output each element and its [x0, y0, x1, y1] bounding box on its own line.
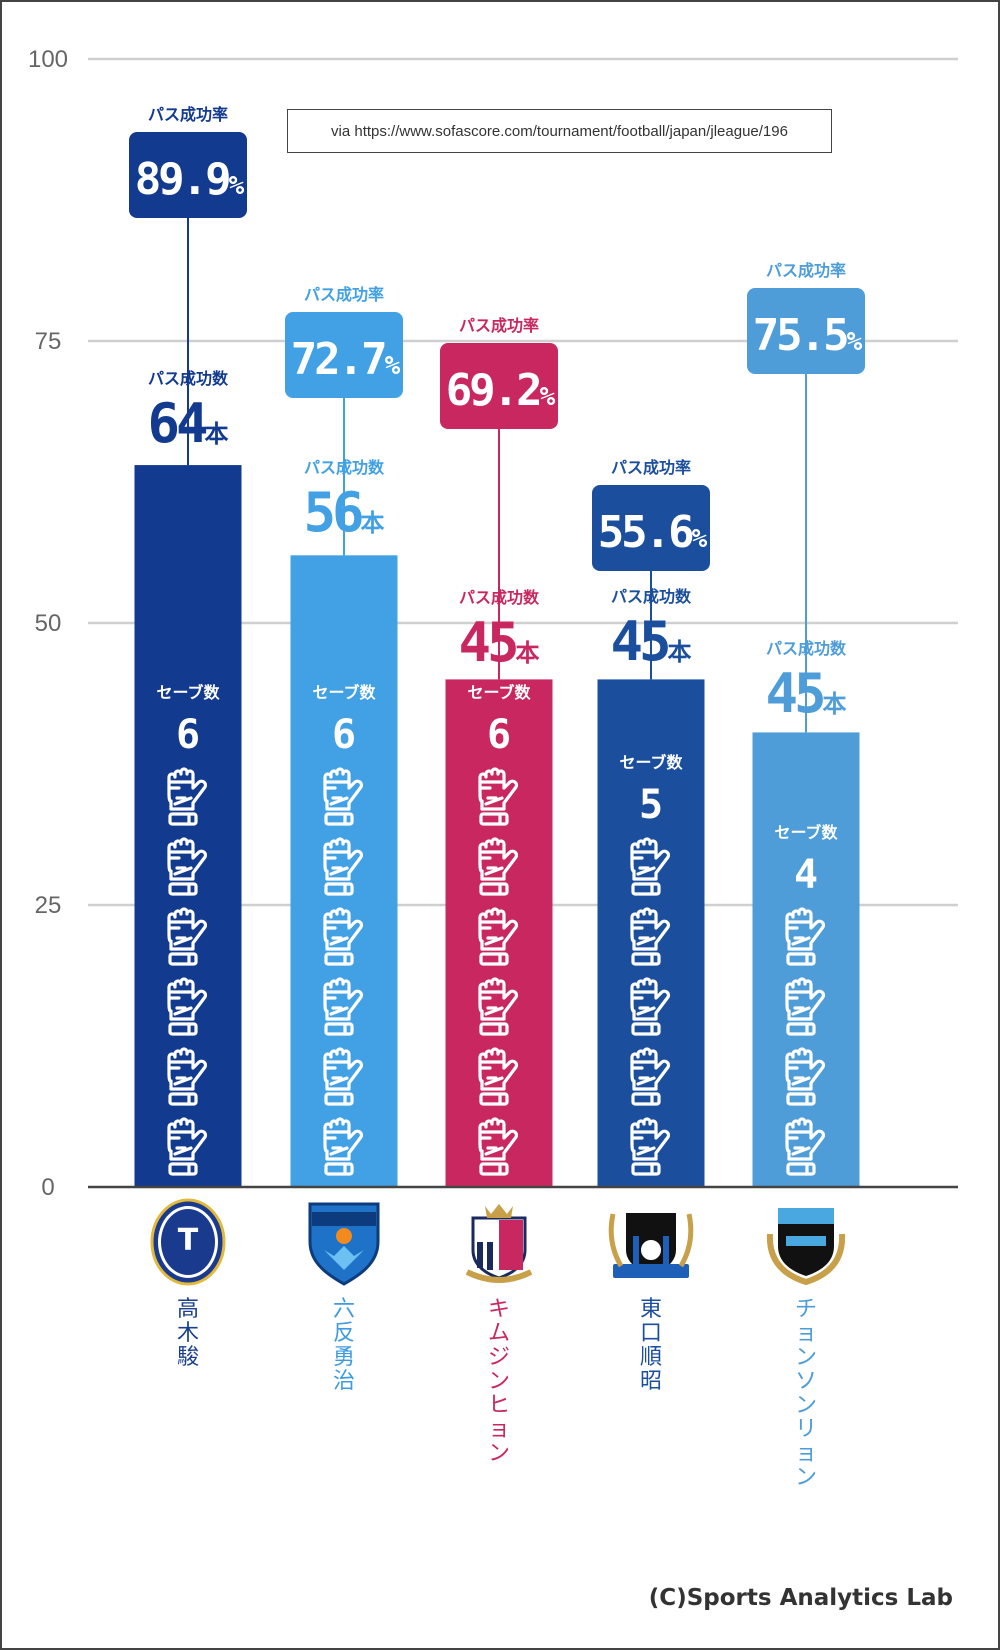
goalkeeper-glove-icon [478, 977, 519, 1036]
goalkeeper-glove-icon [478, 767, 519, 826]
goalkeeper-glove-icon [323, 1117, 364, 1176]
save-caption: セーブ数 [312, 683, 376, 702]
goalkeeper-glove-icon [167, 977, 208, 1036]
goalkeeper-glove-icon [630, 907, 671, 966]
pass-count-caption: パス成功数 [304, 458, 385, 477]
credit-text: (C)Sports Analytics Lab [648, 1585, 953, 1611]
save-caption: セーブ数 [774, 823, 838, 842]
pass-rate-value: 72.7% [291, 334, 401, 385]
pass-rate-caption: パス成功率 [148, 105, 228, 124]
goalkeeper-glove-icon [785, 907, 826, 966]
gamba-osaka-crest-icon [608, 1211, 694, 1278]
pass-count-caption: パス成功数 [459, 588, 540, 607]
pass-count-value: 56本 [303, 481, 384, 544]
save-caption: セーブ数 [467, 683, 531, 702]
player-name: チョンソンリョン [795, 1297, 817, 1490]
pass-count-value: 64本 [147, 392, 228, 455]
y-tick-label: 75 [35, 328, 62, 355]
save-caption: セーブ数 [619, 753, 683, 772]
pass-rate-box [440, 343, 558, 429]
goalkeeper-glove-icon [323, 767, 364, 826]
player-name: 高木駿 [177, 1297, 199, 1370]
y-axis: 0 25 50 75 100 [28, 46, 68, 1201]
pass-rate-box [747, 288, 865, 374]
bar [134, 465, 242, 1188]
source-note: via https://www.sofascore.com/tournament… [287, 109, 832, 153]
goalkeeper-glove-icon [630, 977, 671, 1036]
goalkeeper-glove-icon [478, 1047, 519, 1106]
player-name: 東口順昭 [640, 1297, 662, 1394]
goalkeeper-glove-icon [167, 907, 208, 966]
goalkeeper-glove-icon [323, 837, 364, 896]
pass-rate-value: 69.2% [446, 365, 556, 416]
pass-rate-value: 75.5% [753, 310, 863, 361]
pass-count-caption: パス成功数 [148, 369, 229, 388]
pass-count-caption: パス成功数 [611, 587, 692, 606]
goalkeeper-glove-icon [478, 1117, 519, 1176]
pass-rate-caption: パス成功率 [459, 316, 539, 335]
pass-rate-caption: パス成功率 [766, 261, 846, 280]
y-tick-label: 50 [35, 610, 62, 637]
pass-count-value: 45本 [458, 611, 539, 674]
goalkeeper-glove-icon [167, 1117, 208, 1176]
pass-count-caption: パス成功数 [766, 639, 847, 658]
pass-rate-value: 89.9% [135, 154, 245, 205]
save-count-value: 6 [176, 712, 200, 758]
goalkeeper-glove-icon [323, 1047, 364, 1106]
y-tick-label: 100 [28, 46, 68, 73]
save-count-value: 6 [332, 712, 356, 758]
goalkeeper-glove-icon [630, 837, 671, 896]
goalkeeper-glove-icon [478, 837, 519, 896]
kawasaki-frontale-crest-icon [766, 1208, 846, 1286]
save-count-value: 6 [487, 712, 511, 758]
goalkeeper-glove-icon [167, 837, 208, 896]
pass-rate-box [129, 132, 247, 218]
pass-count-value: 45本 [765, 662, 846, 725]
svg-text:T: T [178, 1223, 199, 1258]
goalkeeper-glove-icon [630, 1047, 671, 1106]
pass-rate-box [285, 312, 403, 398]
bars [134, 465, 860, 1188]
goalkeeper-glove-icon [785, 1047, 826, 1106]
y-tick-label: 25 [35, 892, 62, 919]
player-name: キムジンヒョン [488, 1297, 510, 1466]
goalkeeper-glove-icon [785, 977, 826, 1036]
leader-lines [187, 218, 807, 733]
goalkeeper-glove-icon [167, 1047, 208, 1106]
oita-trinita-crest-icon: T [150, 1198, 226, 1286]
pass-count-value: 45本 [610, 610, 691, 673]
bar [290, 555, 398, 1187]
x-axis-categories: T 高木駿 六反勇治 キムジンヒョン 東口順昭 チョンソンリョン [150, 1198, 846, 1490]
y-tick-label: 0 [41, 1174, 54, 1201]
data-labels: パス成功率89.9%パス成功数64本セーブ数6パス成功率72.7%パス成功数56… [129, 105, 866, 1176]
pass-rate-caption: パス成功率 [304, 285, 384, 304]
goalkeeper-glove-icon [323, 977, 364, 1036]
goalkeeper-glove-icon [323, 907, 364, 966]
goalkeeper-glove-icon [785, 1117, 826, 1176]
goalkeeper-glove-icon [630, 1117, 671, 1176]
goalkeeper-glove-icon [478, 907, 519, 966]
save-count-value: 4 [794, 852, 818, 898]
save-caption: セーブ数 [156, 683, 220, 702]
pass-rate-box [592, 485, 710, 571]
goalkeeper-glove-icon [167, 767, 208, 826]
pass-rate-value: 55.6% [598, 507, 708, 558]
pass-rate-caption: パス成功率 [611, 458, 691, 477]
cerezo-osaka-crest-icon [465, 1204, 533, 1283]
save-count-value: 5 [639, 782, 663, 828]
player-name: 六反勇治 [333, 1297, 355, 1394]
yokohama-fc-crest-icon [308, 1202, 380, 1286]
